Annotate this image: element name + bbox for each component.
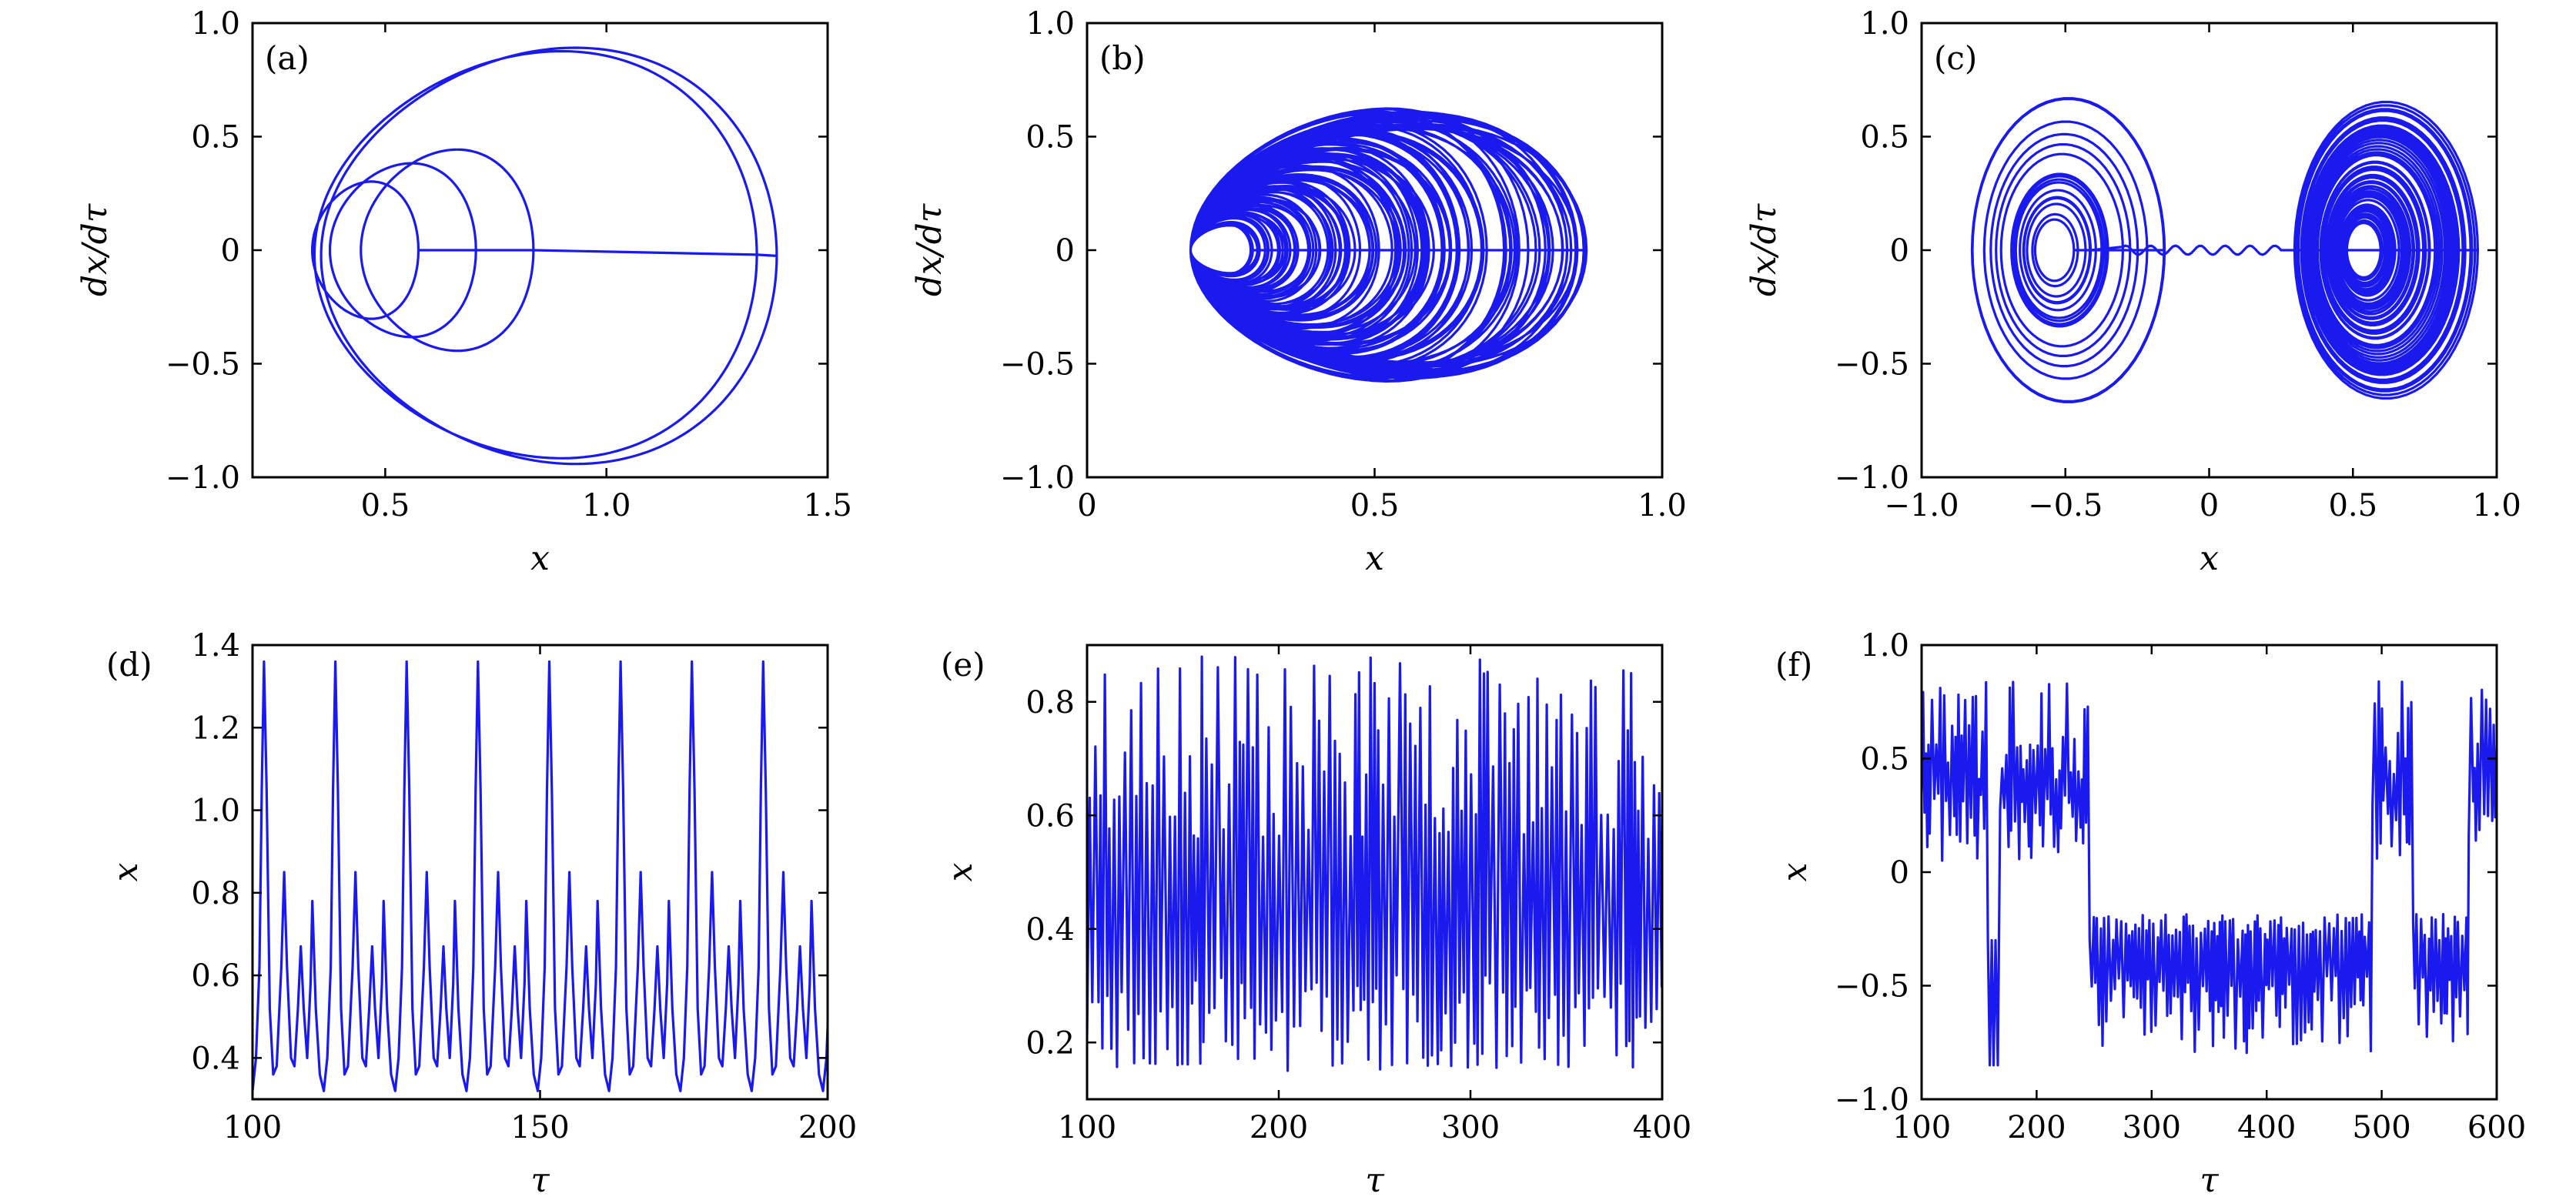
x-tick-label: 0.5 [1350,488,1400,523]
y-tick-label: 1.2 [191,711,240,746]
y-tick-label: 0.6 [191,958,240,994]
y-tick-label: 0.5 [1025,120,1075,155]
panel-c: −1.0 −0.5 0 0.5 1.0 −1.0 −0.5 0 0.5 1.0 x dx/dτ (c) [1745,6,2521,578]
x-tick-label: 200 [1250,1110,1308,1145]
y-axis-label: x [941,862,980,881]
panel-b: 0 0.5 1.0 −1.0 −0.5 0 0.5 1.0 x dx/dτ (b) [910,6,1687,578]
y-axis-label: dx/dτ [1745,203,1784,296]
x-tick-label: 1.0 [582,488,631,523]
y-axis-label: dx/dτ [75,203,115,296]
x-tick-label: 0 [2200,488,2219,523]
x-axis-label: τ [1365,1161,1384,1197]
panel-label: (b) [1099,39,1146,77]
x-axis-label: τ [2200,1161,2219,1197]
panel-e: 100 200 300 400 0.2 0.4 0.6 0.8 τ x (e) [941,644,1691,1197]
panel-label: (f) [1775,646,1812,684]
x-axis-label: x [1365,539,1384,578]
series-line [1922,680,2497,1067]
y-tick-label: 1.0 [191,6,240,42]
x-axis-label: x [2200,539,2219,578]
x-axis-label: τ [530,1161,550,1197]
y-tick-label: 0.5 [191,120,240,155]
x-axis-label: x [530,539,550,578]
panel-label: (c) [1934,39,1977,77]
x-tick-label: 100 [1058,1110,1116,1145]
series-line [1087,655,1662,1072]
y-tick-label: −0.5 [1000,347,1075,383]
x-tick-label: 0.5 [2328,488,2377,523]
y-tick-label: 1.0 [1860,6,1909,42]
x-tick-label: 0.5 [361,488,410,523]
x-tick-label: −0.5 [2028,488,2103,523]
series-line [253,660,828,1092]
x-tick-label: 600 [2467,1110,2526,1145]
x-tick-label: 300 [2123,1110,2181,1145]
x-tick-label: 300 [1441,1110,1500,1145]
y-tick-label: 0.8 [191,876,240,911]
panel-label: (e) [941,646,985,684]
x-tick-label: 100 [223,1110,282,1145]
x-tick-label: 100 [1892,1110,1951,1145]
x-tick-label: 200 [2007,1110,2066,1145]
x-tick-label: −1.0 [1884,488,1959,523]
x-tick-label: 1.0 [2472,488,2521,523]
panel-f: 100 200 300 400 500 600 −1.0 −0.5 0 0.5 1.0 τ x (f) [1775,628,2526,1197]
y-tick-label: 0.2 [1025,1025,1075,1061]
y-tick-label: −1.0 [1835,460,1909,496]
x-tick-label: 150 [510,1110,569,1145]
panel-a: 0.5 1.0 1.5 −1.0 −0.5 0 0.5 1.0 x dx/dτ (a) [75,6,852,578]
y-tick-label: 1.0 [1025,6,1075,42]
y-axis-label: x [1775,862,1815,881]
y-axis-label: dx/dτ [910,203,949,296]
y-tick-label: −1.0 [166,460,240,496]
y-tick-label: −0.5 [1835,347,1909,383]
y-tick-label: 0.5 [1860,120,1909,155]
x-tick-label: 500 [2352,1110,2410,1145]
y-axis-label: x [106,862,146,881]
panel-d: 100 150 200 0.4 0.6 0.8 1.0 1.2 1.4 τ x (d) [106,628,857,1197]
x-tick-label: 1.0 [1638,488,1687,523]
x-tick-label: 1.5 [803,488,852,523]
y-tick-label: 0 [1890,233,1909,269]
series-line [1189,107,1588,383]
y-tick-label: −1.0 [1835,1082,1909,1118]
plot-frame [1086,644,1664,1101]
y-tick-label: −0.5 [166,347,240,383]
y-tick-label: 0 [221,233,240,269]
y-tick-label: 1.4 [191,628,240,664]
x-tick-label: 200 [798,1110,857,1145]
y-tick-label: 0.4 [1025,912,1075,948]
y-tick-label: −1.0 [1000,460,1075,496]
x-tick-label: 400 [1633,1110,1691,1145]
panel-label: (a) [265,39,309,77]
y-tick-label: 1.0 [191,794,240,829]
y-tick-label: 0.5 [1860,742,1909,777]
y-tick-label: 0.4 [191,1041,240,1076]
y-tick-label: −0.5 [1835,969,1909,1005]
x-tick-label: 400 [2237,1110,2296,1145]
y-tick-label: 0.6 [1025,798,1075,834]
y-tick-label: 0 [1890,855,1909,891]
panel-label: (d) [106,646,152,684]
series-line [311,46,778,466]
series-line [1970,97,2479,403]
y-tick-label: 0 [1055,233,1075,269]
x-tick-label: 0 [1077,488,1096,523]
y-tick-label: 1.0 [1860,628,1909,664]
y-tick-label: 0.8 [1025,685,1075,721]
